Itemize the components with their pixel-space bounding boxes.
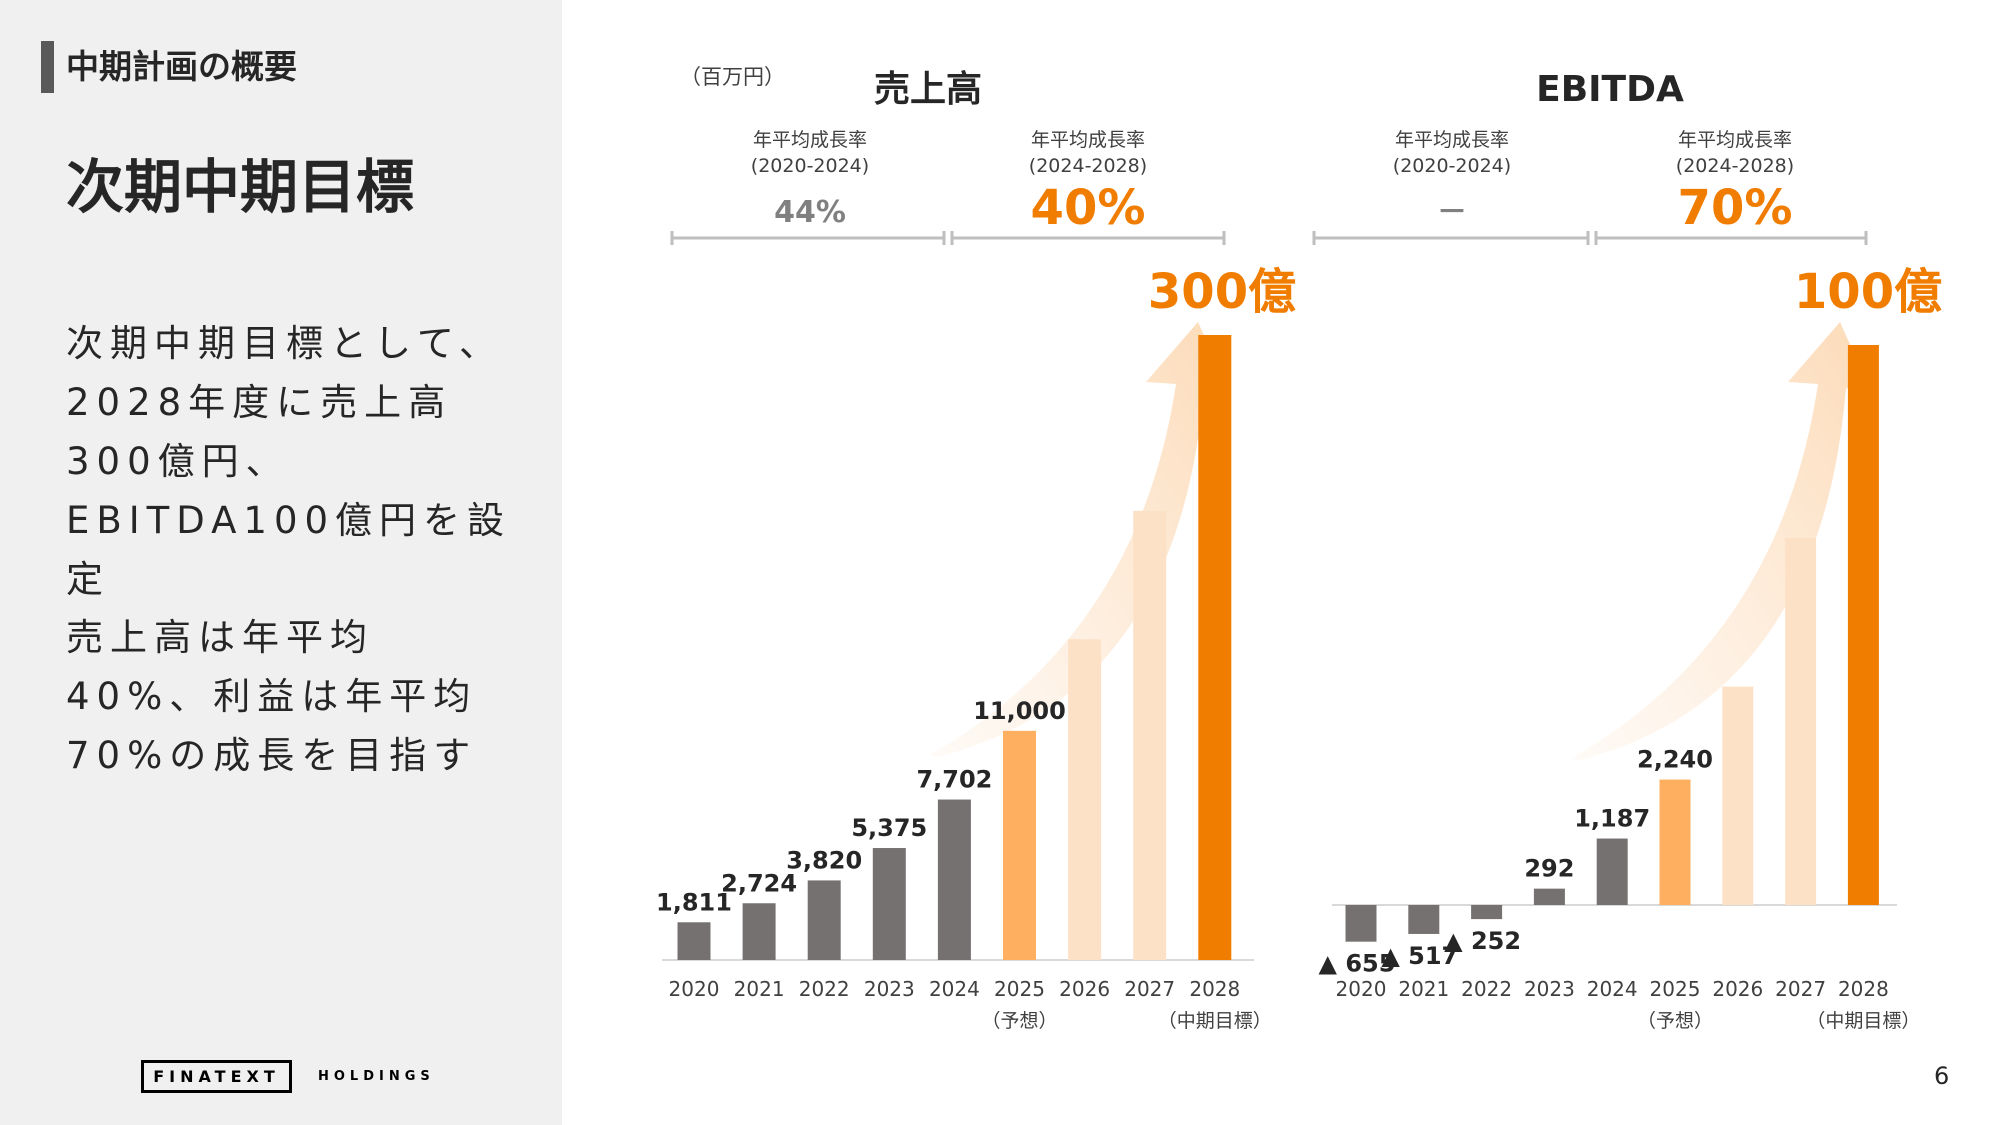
bar-2020: [677, 922, 711, 960]
bar-2027: [1133, 510, 1167, 960]
x-tick-note: （中期目標）: [1806, 1010, 1920, 1032]
x-tick-label: 2024: [929, 977, 980, 1001]
bar-2020: [1345, 905, 1377, 942]
x-tick-label: 2020: [1336, 977, 1387, 1001]
x-tick-note: （予想）: [1637, 1010, 1713, 1032]
x-tick-label: 2025: [994, 977, 1045, 1001]
x-tick-label: 2026: [1059, 977, 1110, 1001]
bar-2024: [937, 799, 971, 960]
x-tick-label: 2023: [1524, 977, 1575, 1001]
bar-2025: [1003, 730, 1036, 960]
growth-rate-label: 年平均成長率: [1678, 129, 1792, 151]
target-label: 300億: [1148, 264, 1296, 320]
x-tick-label: 2022: [1461, 977, 1512, 1001]
section-title: 中期計画の概要: [66, 47, 297, 86]
growth-rate-period: (2020-2024): [751, 155, 869, 177]
company-logo-subtitle: HOLDINGS: [318, 1069, 435, 1084]
bar-2022: [1471, 905, 1503, 920]
growth-rate-value: －: [1437, 195, 1467, 230]
bar-2023: [872, 848, 906, 960]
data-label: 7,702: [916, 766, 992, 794]
bar-2021: [1408, 905, 1440, 934]
growth-rate-period: (2024-2028): [1029, 155, 1147, 177]
x-tick-label: 2023: [864, 977, 915, 1001]
x-tick-label: 2027: [1124, 977, 1175, 1001]
x-tick-note: （中期目標）: [1158, 1010, 1272, 1032]
growth-rate-label: 年平均成長率: [753, 129, 867, 151]
growth-rate-label: 年平均成長率: [1031, 129, 1145, 151]
growth-rate-label: 年平均成長率: [1395, 129, 1509, 151]
data-label: 3,820: [786, 846, 862, 874]
data-label: ▲ 655: [1319, 950, 1396, 978]
x-tick-label: 2021: [734, 977, 785, 1001]
page-number: 6: [1934, 1062, 1950, 1090]
unit-label: （百万円）: [680, 65, 785, 89]
growth-rate-value: 70%: [1678, 180, 1793, 236]
chart-title: 売上高: [874, 69, 982, 110]
bar-2028: [1847, 345, 1879, 905]
data-label: ▲ 252: [1444, 927, 1521, 955]
body-paragraph-2: 売上高は年平均40%、利益は年平均70%の成長を目指す: [66, 616, 478, 777]
x-tick-label: 2022: [799, 977, 850, 1001]
data-label: 292: [1524, 855, 1574, 883]
data-label: ▲ 517: [1381, 942, 1458, 970]
x-tick-label: 2027: [1775, 977, 1826, 1001]
x-tick-label: 2025: [1650, 977, 1701, 1001]
data-label: 1,187: [1574, 805, 1650, 833]
left-panel: [0, 0, 562, 1125]
x-tick-label: 2028: [1838, 977, 1889, 1001]
chart-title: EBITDA: [1536, 69, 1684, 110]
bar-2024: [1596, 838, 1628, 905]
bar-2023: [1533, 888, 1565, 905]
x-tick-note: （予想）: [981, 1010, 1057, 1032]
bar-2022: [807, 880, 841, 960]
x-tick-label: 2028: [1189, 977, 1240, 1001]
x-tick-label: 2024: [1587, 977, 1638, 1001]
bar-2028: [1198, 335, 1232, 960]
company-logo: FINATEXT: [141, 1060, 292, 1093]
data-label: 1,811: [656, 888, 732, 916]
data-label: 11,000: [973, 697, 1066, 725]
target-label: 100億: [1794, 264, 1942, 320]
bar-2027: [1785, 538, 1817, 905]
growth-rate-period: (2020-2024): [1393, 155, 1511, 177]
bar-2025: [1659, 779, 1691, 905]
bar-2026: [1722, 686, 1754, 905]
data-label: 5,375: [851, 814, 927, 842]
growth-arrow: [1572, 322, 1872, 760]
data-label: 2,240: [1637, 746, 1713, 774]
x-tick-label: 2026: [1712, 977, 1763, 1001]
section-marker: [41, 41, 54, 93]
page-heading: 次期中期目標: [66, 153, 415, 221]
x-tick-label: 2020: [669, 977, 720, 1001]
data-label: 2,724: [721, 869, 797, 897]
growth-rate-value: 44%: [774, 195, 846, 230]
growth-rate-period: (2024-2028): [1676, 155, 1794, 177]
body-paragraph-1: 次期中期目標として、2028年度に売上高300億円、EBITDA100億円を設定: [66, 322, 512, 601]
bar-2021: [742, 903, 776, 960]
growth-rate-value: 40%: [1031, 180, 1146, 236]
bar-2026: [1068, 639, 1102, 960]
x-tick-label: 2021: [1398, 977, 1449, 1001]
